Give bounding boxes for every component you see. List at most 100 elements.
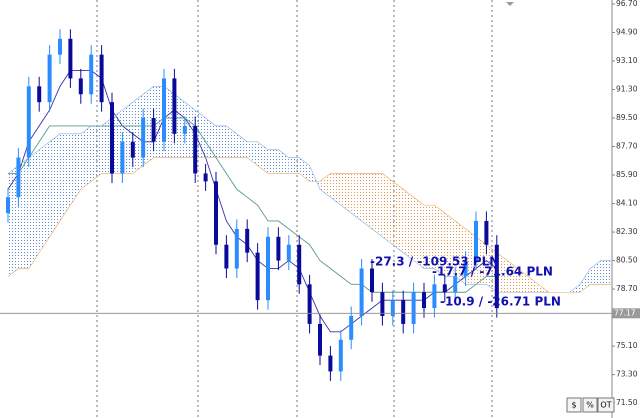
- candle-body: [162, 78, 166, 142]
- candle-body: [99, 54, 104, 103]
- trade-annotation: -27.3 / -109.53 PLN: [370, 255, 499, 269]
- candle-body: [307, 284, 312, 324]
- trade-annotation: -10.9 / -26.71 PLN: [440, 295, 561, 309]
- cloud-segment: [340, 173, 352, 214]
- indicator-line: [8, 117, 497, 293]
- cloud-segment: [174, 94, 185, 158]
- cloud-segment: [39, 141, 50, 253]
- y-tick-label: 94.90: [616, 27, 638, 36]
- candle-body: [349, 316, 354, 340]
- cloud-segment: [413, 197, 424, 269]
- indicator-line: [7, 157, 612, 293]
- candle-body: [390, 300, 395, 317]
- cloud-segment: [403, 189, 414, 261]
- y-tick-label: 93.10: [616, 56, 638, 65]
- trade-annotation: -17.7 / -71.64 PLN: [432, 265, 553, 279]
- y-tick-label: 80.50: [616, 256, 638, 265]
- candle-body: [494, 244, 499, 309]
- candle-body: [193, 125, 198, 174]
- cloud-segment: [455, 220, 466, 285]
- current-price-box: [612, 308, 640, 319]
- cloud-segment: [60, 133, 71, 221]
- y-tick-label: 82.30: [616, 227, 638, 236]
- candle-body: [432, 284, 437, 309]
- candle-body: [110, 102, 114, 174]
- cloud-segment: [434, 205, 445, 277]
- candle-body: [338, 339, 343, 372]
- shift-marker: [506, 2, 514, 6]
- cloud-segment: [91, 125, 102, 182]
- candle-body: [422, 292, 426, 309]
- toolbar-button-label[interactable]: %: [586, 401, 594, 410]
- y-tick-label: 96.70: [616, 0, 638, 8]
- y-tick-label: 84.10: [616, 199, 638, 208]
- cloud-segment: [70, 133, 81, 206]
- cloud-segment: [351, 173, 362, 221]
- y-tick-label: 78.70: [616, 284, 638, 293]
- cloud-segment: [184, 102, 196, 158]
- y-tick-label: 73.30: [616, 370, 638, 379]
- cloud-segment: [580, 268, 591, 293]
- cloud-segment: [247, 141, 258, 166]
- toolbar-button[interactable]: [566, 397, 582, 413]
- cloud-segment: [216, 125, 227, 158]
- candle-body: [266, 236, 270, 301]
- indicator-line: [7, 86, 612, 293]
- cloud-segment: [600, 260, 612, 285]
- toolbar-button-label[interactable]: $: [571, 401, 576, 410]
- candle-body: [16, 157, 21, 198]
- cloud-segment: [382, 173, 393, 245]
- toolbar-button[interactable]: [597, 397, 615, 413]
- cloud-segment: [164, 86, 175, 158]
- candle-body: [120, 141, 125, 174]
- candle-body: [130, 141, 135, 158]
- toolbar-button-label[interactable]: OT: [600, 401, 611, 410]
- candle-body: [151, 118, 156, 142]
- candle-body: [182, 125, 187, 134]
- current-price-label: 77.17: [614, 308, 636, 317]
- cloud-segment: [205, 118, 216, 158]
- candle-body: [255, 252, 260, 301]
- cloud-segment: [424, 205, 435, 269]
- candle-body: [203, 173, 208, 182]
- candle-body: [141, 118, 146, 158]
- cloud-segment: [372, 173, 383, 237]
- y-tick-label: 91.30: [616, 84, 638, 93]
- candle-body: [411, 292, 416, 324]
- cloud-segment: [18, 157, 29, 269]
- cloud-segment: [590, 260, 601, 285]
- candle-body: [47, 54, 52, 103]
- cloud-segment: [476, 236, 487, 285]
- cloud-segment: [496, 252, 508, 293]
- candle-body: [442, 284, 447, 293]
- candle-body: [214, 181, 218, 245]
- candle-body: [78, 78, 83, 95]
- cloud-segment: [288, 157, 300, 174]
- cloud-segment: [507, 260, 518, 293]
- candle-body: [297, 244, 302, 285]
- candle-body: [89, 54, 94, 95]
- candle-body: [359, 268, 364, 317]
- cloud-segment: [268, 149, 279, 174]
- cloud-segment: [392, 181, 404, 253]
- cloud-segment: [517, 268, 528, 293]
- candle-body: [318, 323, 322, 356]
- cloud-segment: [257, 141, 268, 174]
- candle-body: [6, 197, 10, 214]
- cloud-segment: [8, 165, 19, 277]
- cloud-segment: [528, 276, 539, 293]
- y-tick-label: 85.90: [616, 170, 638, 179]
- cloud-segment: [101, 118, 112, 174]
- toolbar-button[interactable]: [582, 397, 598, 413]
- candle-body: [484, 220, 489, 245]
- candle-body: [463, 260, 468, 277]
- cloud-segment: [122, 102, 133, 174]
- candle-body: [401, 300, 406, 324]
- candle-body: [68, 38, 73, 79]
- cloud-segment: [132, 94, 144, 174]
- y-tick-label: 71.50: [616, 398, 638, 407]
- cloud-segment: [236, 133, 248, 158]
- cloud-segment: [444, 213, 456, 277]
- candle-body: [276, 236, 281, 261]
